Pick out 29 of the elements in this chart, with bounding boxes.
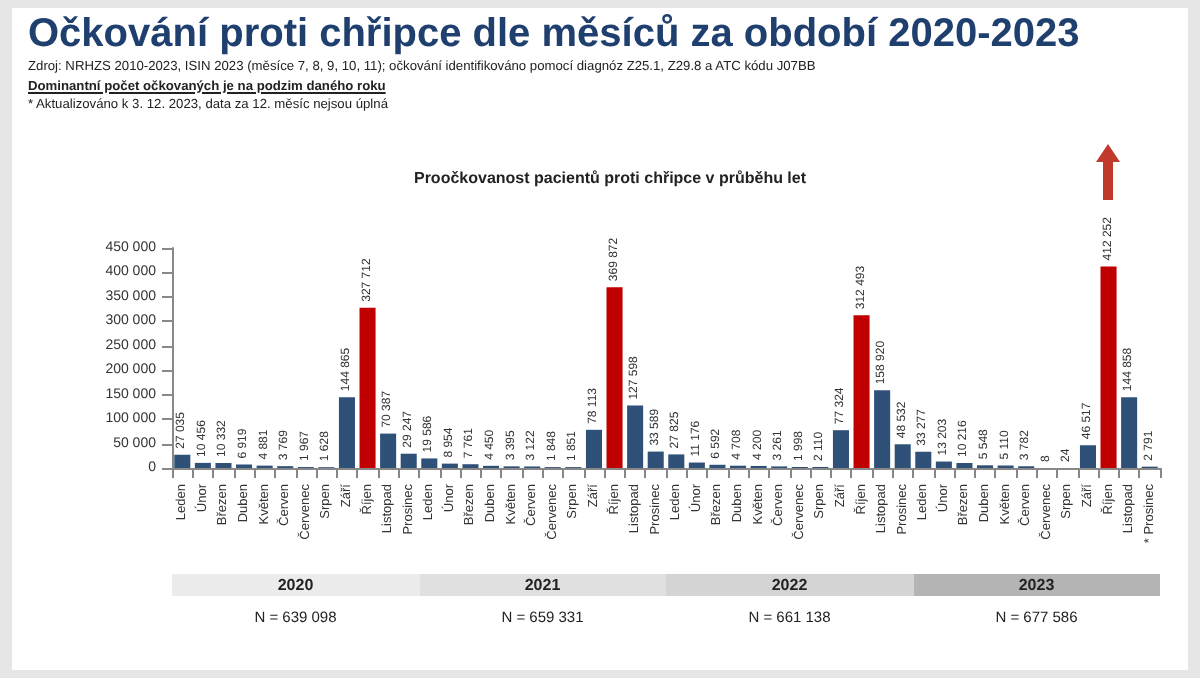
bar	[194, 462, 211, 468]
text: 2022	[666, 574, 913, 596]
chart-subtitle: Proočkovanost pacientů proti chřipce v průběhu let	[413, 169, 807, 187]
bar	[688, 462, 705, 468]
text: 2023	[913, 574, 1160, 596]
bar	[380, 433, 397, 468]
bar	[174, 454, 191, 468]
bar	[647, 451, 664, 468]
chart-title: Očkování proti chřipce dle měsíců za období 2020-2023	[28, 12, 1082, 58]
text: 2020	[172, 574, 419, 596]
bar	[935, 461, 952, 468]
bar	[668, 454, 685, 468]
bar	[215, 462, 232, 468]
bar	[338, 397, 355, 468]
bar	[874, 390, 891, 468]
bar	[1100, 266, 1117, 468]
bar	[585, 429, 602, 468]
bar	[606, 287, 623, 468]
bar	[627, 405, 644, 468]
bar	[894, 444, 911, 468]
bar	[1079, 445, 1096, 468]
text: 2021	[419, 574, 666, 596]
bar	[421, 458, 438, 468]
bar	[359, 307, 376, 468]
bar	[915, 451, 932, 468]
bar	[1121, 397, 1138, 468]
bar	[832, 430, 849, 468]
bar	[853, 315, 870, 468]
bar	[400, 453, 417, 468]
